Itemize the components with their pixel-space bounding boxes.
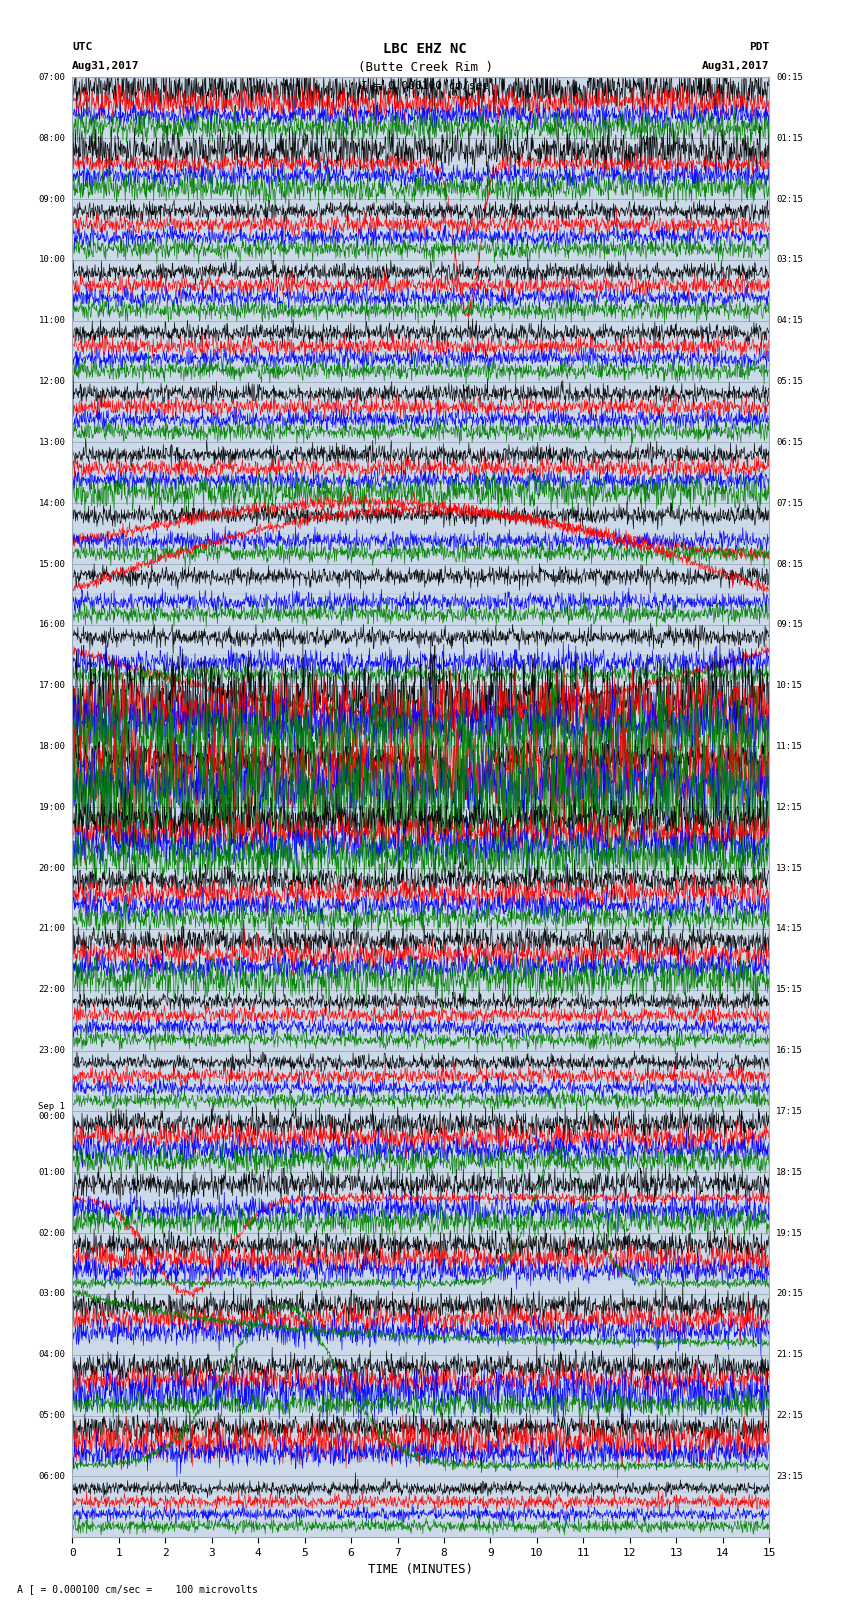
Text: Aug31,2017: Aug31,2017 [702,61,769,71]
Text: 21:00: 21:00 [38,924,65,934]
Text: 08:15: 08:15 [776,560,803,568]
Text: 03:15: 03:15 [776,255,803,265]
Text: 18:00: 18:00 [38,742,65,752]
Text: UTC: UTC [72,42,93,52]
Text: 08:00: 08:00 [38,134,65,142]
Text: 19:15: 19:15 [776,1229,803,1237]
Text: 23:15: 23:15 [776,1473,803,1481]
Text: 17:00: 17:00 [38,681,65,690]
Text: 12:00: 12:00 [38,377,65,386]
Text: 11:15: 11:15 [776,742,803,752]
Text: 07:00: 07:00 [38,73,65,82]
Text: A [ = 0.000100 cm/sec =    100 microvolts: A [ = 0.000100 cm/sec = 100 microvolts [17,1584,258,1594]
Text: Sep 1
00:00: Sep 1 00:00 [38,1102,65,1121]
Text: 16:15: 16:15 [776,1047,803,1055]
Text: 12:15: 12:15 [776,803,803,811]
Text: 13:00: 13:00 [38,437,65,447]
Text: 18:15: 18:15 [776,1168,803,1177]
Text: 23:00: 23:00 [38,1047,65,1055]
Text: 22:00: 22:00 [38,986,65,994]
Text: 22:15: 22:15 [776,1411,803,1419]
Text: 16:00: 16:00 [38,621,65,629]
Text: 00:15: 00:15 [776,73,803,82]
Text: PDT: PDT [749,42,769,52]
Text: 15:00: 15:00 [38,560,65,568]
Text: 21:15: 21:15 [776,1350,803,1360]
Text: (Butte Creek Rim ): (Butte Creek Rim ) [358,61,492,74]
Text: 09:15: 09:15 [776,621,803,629]
Text: 04:00: 04:00 [38,1350,65,1360]
Text: 14:15: 14:15 [776,924,803,934]
Text: 05:15: 05:15 [776,377,803,386]
X-axis label: TIME (MINUTES): TIME (MINUTES) [368,1563,473,1576]
Text: 19:00: 19:00 [38,803,65,811]
Text: 01:00: 01:00 [38,1168,65,1177]
Text: 14:00: 14:00 [38,498,65,508]
Text: 03:00: 03:00 [38,1289,65,1298]
Text: 09:00: 09:00 [38,195,65,203]
Text: 13:15: 13:15 [776,863,803,873]
Text: 02:15: 02:15 [776,195,803,203]
Text: 17:15: 17:15 [776,1107,803,1116]
Text: 20:15: 20:15 [776,1289,803,1298]
Text: 04:15: 04:15 [776,316,803,326]
Text: 06:15: 06:15 [776,437,803,447]
Text: 10:15: 10:15 [776,681,803,690]
Text: LBC EHZ NC: LBC EHZ NC [383,42,467,56]
Text: Aug31,2017: Aug31,2017 [72,61,139,71]
Text: 10:00: 10:00 [38,255,65,265]
Text: 07:15: 07:15 [776,498,803,508]
Text: I = 0.000100 cm/sec: I = 0.000100 cm/sec [361,81,489,90]
Text: 15:15: 15:15 [776,986,803,994]
Text: 20:00: 20:00 [38,863,65,873]
Text: 02:00: 02:00 [38,1229,65,1237]
Text: 11:00: 11:00 [38,316,65,326]
Text: 06:00: 06:00 [38,1473,65,1481]
Text: 01:15: 01:15 [776,134,803,142]
Text: 05:00: 05:00 [38,1411,65,1419]
